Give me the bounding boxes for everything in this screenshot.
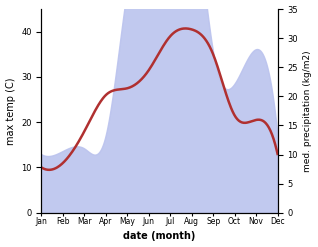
X-axis label: date (month): date (month) [123,231,196,242]
Y-axis label: max temp (C): max temp (C) [5,77,16,145]
Y-axis label: med. precipitation (kg/m2): med. precipitation (kg/m2) [303,50,313,172]
